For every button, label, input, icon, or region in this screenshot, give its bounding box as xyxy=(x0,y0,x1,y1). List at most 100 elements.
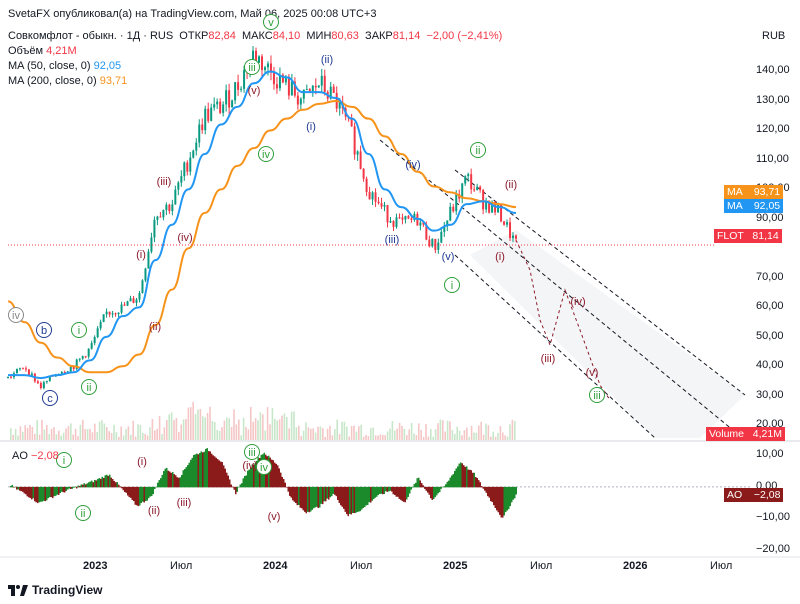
time-axis-tick: 2023 xyxy=(83,560,108,572)
ao-bar xyxy=(19,486,21,491)
ao-bar xyxy=(514,486,516,499)
price-axis-tick: 130,00 xyxy=(756,93,790,106)
currency-label[interactable]: RUB xyxy=(762,30,786,42)
volume-bar xyxy=(432,436,434,440)
ao-bar xyxy=(392,486,394,495)
volume-bar xyxy=(300,436,302,440)
ao-bar xyxy=(311,486,313,510)
volume-bar xyxy=(202,416,204,440)
ao-wave-label-circle xyxy=(75,505,91,521)
ao-bar xyxy=(125,486,127,493)
ma200-legend[interactable]: MA (200, close, 0) 93,71 xyxy=(8,75,127,87)
candle-body xyxy=(93,337,96,344)
volume-bar xyxy=(511,419,514,440)
ao-axis-tick: −20,00 xyxy=(756,542,790,555)
candle-body xyxy=(365,178,368,192)
ao-bar xyxy=(190,459,192,488)
ao-bar xyxy=(410,486,412,490)
volume-label: Объём xyxy=(8,45,44,57)
wave-label-text: i xyxy=(78,325,80,337)
price-axis-tick: 70,00 xyxy=(756,270,784,283)
candle-body xyxy=(207,108,210,121)
ao-wave-label: (i) xyxy=(137,456,147,468)
ao-bar xyxy=(25,486,27,495)
wave-label-text: ii xyxy=(87,382,92,394)
volume-bar xyxy=(487,425,490,440)
ao-bar xyxy=(203,451,205,488)
ao-bar xyxy=(376,486,378,497)
ao-bar xyxy=(449,477,451,488)
ao-bar xyxy=(14,486,16,488)
ao-value: −2,08 xyxy=(30,450,59,462)
wave-label-text: (ii) xyxy=(505,179,517,191)
candle-body xyxy=(380,203,383,207)
candle-body xyxy=(266,63,269,68)
ao-legend[interactable]: AO −2,08 xyxy=(12,450,59,462)
ma200-tag-name: MA xyxy=(727,186,743,198)
ao-bar xyxy=(274,462,276,488)
ao-bar xyxy=(388,486,390,492)
volume-bar xyxy=(413,433,415,440)
publisher-line: SvetaFX опубликовал(а) на TradingView.co… xyxy=(8,8,377,20)
candle-body xyxy=(63,372,66,374)
volume-bar xyxy=(65,428,67,440)
ao-bar xyxy=(500,486,502,518)
candle-body xyxy=(356,151,359,155)
ao-bar xyxy=(406,486,408,500)
candle-body xyxy=(42,382,45,389)
ao-bar xyxy=(398,486,400,499)
volume-bar xyxy=(204,417,206,440)
volume-price-tag: Volume 4,21M xyxy=(706,427,785,441)
candle-body xyxy=(281,74,284,83)
wave-label-text: iii xyxy=(593,390,600,402)
candle-body xyxy=(374,192,377,202)
candle-body xyxy=(198,124,201,143)
volume-bar xyxy=(41,419,43,440)
ao-bar xyxy=(29,486,31,499)
ao-bar xyxy=(161,474,163,488)
candle-body xyxy=(440,231,443,243)
volume-bar xyxy=(58,430,60,440)
wave-label-text: iv xyxy=(262,149,270,161)
ao-bar xyxy=(401,486,403,502)
volume-bar xyxy=(137,424,139,440)
volume-bar xyxy=(257,420,259,440)
wave-label-text: c xyxy=(47,393,53,405)
volume-bar xyxy=(252,421,254,440)
volume-bar xyxy=(166,420,168,440)
volume-bar xyxy=(353,425,355,440)
ao-bar xyxy=(187,465,189,488)
ao-bar xyxy=(151,486,153,497)
ao-bar xyxy=(62,486,64,493)
price-axis-tick: 110,00 xyxy=(756,152,789,165)
ao-bar xyxy=(418,477,420,488)
wave-label: c xyxy=(42,390,58,406)
volume-bar xyxy=(230,426,233,440)
volume-bar xyxy=(130,434,132,440)
ao-bar xyxy=(157,482,159,488)
volume-bar xyxy=(36,420,38,440)
candle-body xyxy=(269,63,272,73)
ao-bar xyxy=(424,486,426,489)
wave-label-circle xyxy=(444,277,460,293)
candle-body xyxy=(464,176,467,184)
volume-bar xyxy=(379,434,382,440)
ao-bar xyxy=(134,486,136,505)
candle-body xyxy=(449,206,452,221)
candle-body xyxy=(84,356,87,358)
symbol-title[interactable]: Совкомфлот - обыкн. · 1Д · RUS xyxy=(8,30,174,42)
ao-bar xyxy=(302,486,304,511)
ao-bar xyxy=(206,448,208,488)
ma50-legend[interactable]: MA (50, close, 0) 92,05 xyxy=(8,60,121,72)
ao-bar xyxy=(80,484,82,488)
wave-label: ii xyxy=(81,379,97,395)
candle-body xyxy=(27,369,30,376)
volume-legend[interactable]: Объём 4,21M xyxy=(8,45,77,57)
ao-bar xyxy=(181,474,183,488)
ao-bar xyxy=(313,486,315,509)
ao-bar xyxy=(176,477,178,488)
ao-bar xyxy=(89,481,91,488)
volume-bar xyxy=(146,435,149,440)
volume-bar xyxy=(120,426,122,440)
